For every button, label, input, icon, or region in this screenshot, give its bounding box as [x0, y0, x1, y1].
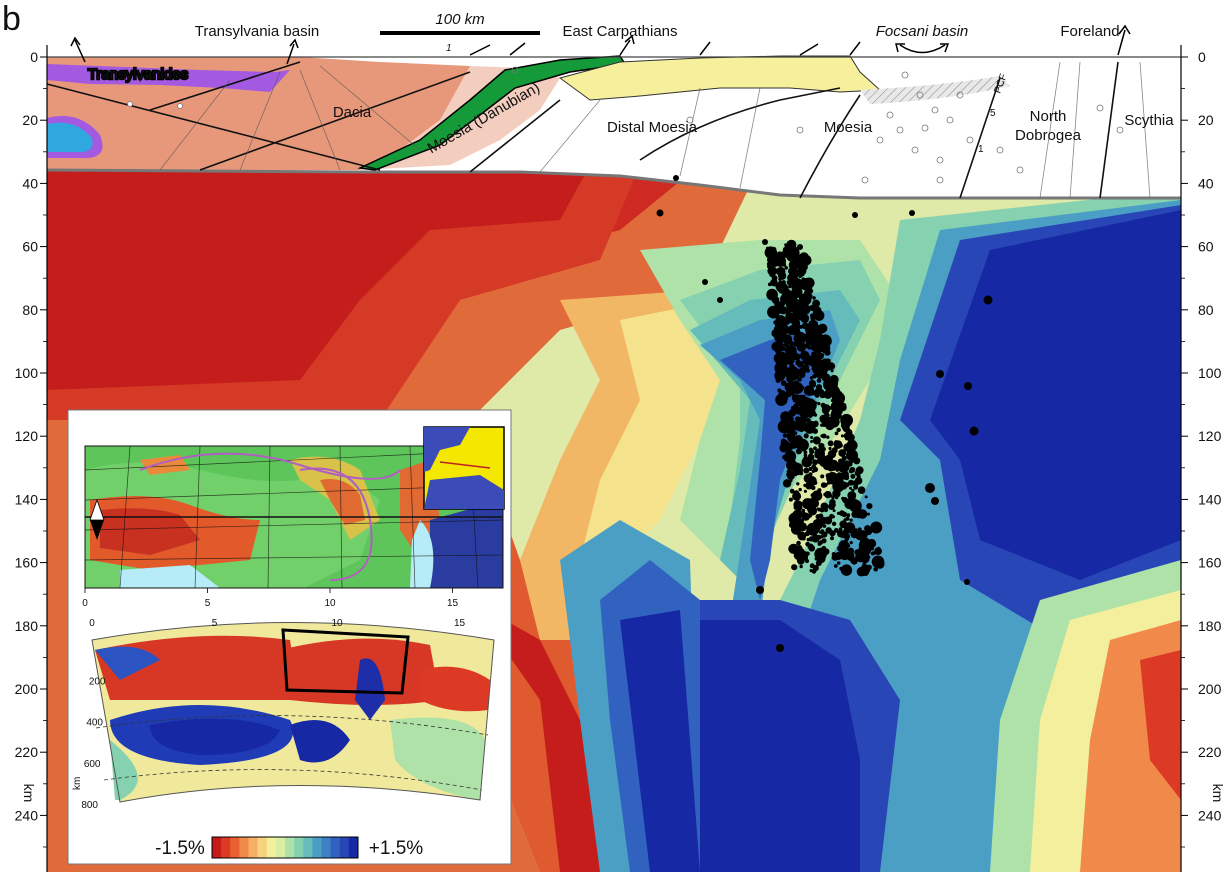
right-tick-label: 60: [1198, 239, 1214, 255]
colorbar-swatch: [266, 837, 277, 858]
inset-map-tick-label: 5: [205, 598, 211, 609]
label-distal-moesia: Distal Moesia: [607, 119, 698, 136]
inset-mantle-section: [91, 622, 495, 803]
label-fault-1: 1: [446, 43, 452, 54]
left-tick-label: 160: [15, 555, 39, 571]
label-north: North: [1030, 108, 1067, 125]
inset-section-depth-tick-label: 200: [89, 676, 106, 687]
right-tick-label: 0: [1198, 49, 1206, 65]
crustal-section: [46, 55, 1181, 200]
dacia-block: [47, 57, 500, 170]
kinematic-arrows: [70, 24, 1131, 65]
left-tick-label: 200: [15, 681, 39, 697]
inset-section-depth-tick-label: 400: [86, 718, 103, 729]
label-transylvania-basin: Transylvania basin: [195, 23, 320, 40]
label-dacia: Dacia: [333, 104, 372, 121]
inset-map-tick-label: 0: [82, 598, 88, 609]
left-tick-label: 40: [22, 175, 38, 191]
right-tick-label: 20: [1198, 112, 1214, 128]
label-foreland: Foreland: [1060, 23, 1119, 40]
inset-panel: 0 5 10 15 0 5 10 15 200 400 600 800 -1.5% +1.5% km: [67, 409, 512, 865]
colorbar-swatch: [348, 837, 359, 858]
depth-unit-left: km: [21, 784, 37, 803]
right-tick-label: 240: [1198, 807, 1222, 823]
label-dobrogea: Dobrogea: [1015, 127, 1082, 144]
label-transylvanides: Transylvanides: [88, 66, 188, 83]
left-tick-label: 180: [15, 618, 39, 634]
colorbar-swatch: [312, 837, 323, 858]
colorbar-swatch: [221, 837, 231, 858]
colorbar-swatch: [303, 837, 313, 858]
colorbar-swatch: [212, 837, 222, 858]
colorbar-swatch: [285, 837, 295, 858]
inset-section-top-tick-label: 5: [212, 618, 218, 629]
colorbar-swatch: [294, 837, 304, 858]
colorbar-min-label: -1.5%: [155, 838, 205, 859]
right-tick-label: 180: [1198, 618, 1222, 634]
crustal-seismicity: [127, 66, 1124, 184]
scale-bar-label: 100 km: [435, 11, 484, 28]
label-focsani-basin: Focsani basin: [876, 23, 969, 40]
right-tick-label: 160: [1198, 555, 1222, 571]
tomography-velocity-field: [47, 165, 1181, 872]
right-tick-label: 100: [1198, 365, 1222, 381]
colorbar-swatch: [275, 837, 286, 858]
label-fault-1b: 1: [978, 144, 984, 155]
inset-section-unit: km: [72, 777, 83, 790]
left-tick-label: 80: [22, 302, 38, 318]
left-tick-label: 240: [15, 807, 39, 823]
inset-section-top-tick-label: 10: [331, 618, 343, 629]
colorbar-swatch: [248, 837, 259, 858]
right-tick-label: 80: [1198, 302, 1214, 318]
colorbar-swatch: [230, 837, 240, 858]
colorbar-swatch: [321, 837, 332, 858]
inset-section-top-tick-label: 15: [454, 618, 466, 629]
left-tick-label: 220: [15, 744, 39, 760]
right-tick-label: 40: [1198, 175, 1214, 191]
left-tick-label: 120: [15, 428, 39, 444]
inset-section-depth-tick-label: 800: [81, 800, 98, 811]
colorbar-swatch: [239, 837, 250, 858]
label-fault-5: 5: [990, 108, 996, 119]
left-tick-label: 60: [22, 239, 38, 255]
inset-section-top-tick-label: 0: [89, 618, 95, 629]
colorbar-max-label: +1.5%: [369, 838, 424, 859]
colorbar-swatch: [257, 837, 268, 858]
colorbar: [211, 836, 359, 859]
inset-section-depth-tick-label: 600: [84, 759, 101, 770]
intermediate-depth-seismicity: [656, 175, 993, 652]
left-tick-label: 0: [30, 49, 38, 65]
label-moesia: Moesia: [824, 119, 873, 136]
label-east-carpathians: East Carpathians: [562, 23, 677, 40]
colorbar-swatch: [330, 837, 341, 858]
right-tick-label: 200: [1198, 681, 1222, 697]
panel-letter: b: [2, 0, 21, 38]
colorbar-swatch: [339, 837, 350, 858]
inset-map-tick-label: 10: [324, 598, 336, 609]
left-tick-label: 140: [15, 491, 39, 507]
left-tick-label: 20: [22, 112, 38, 128]
right-tick-label: 220: [1198, 744, 1222, 760]
right-tick-label: 120: [1198, 428, 1222, 444]
left-tick-label: 100: [15, 365, 39, 381]
inset-map-tick-label: 15: [447, 598, 459, 609]
right-tick-label: 140: [1198, 491, 1222, 507]
depth-unit-right: km: [1210, 784, 1226, 803]
moho-line: [46, 168, 1181, 200]
inset-topographic-map: [85, 446, 503, 588]
label-scythia: Scythia: [1124, 112, 1174, 129]
